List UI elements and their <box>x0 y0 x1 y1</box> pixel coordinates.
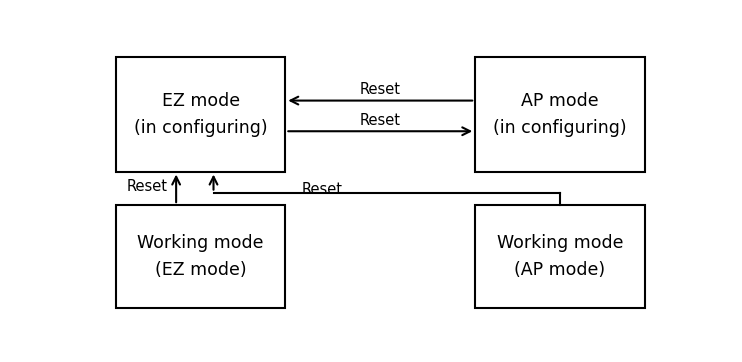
Text: Reset: Reset <box>360 82 401 97</box>
FancyBboxPatch shape <box>116 205 286 308</box>
FancyBboxPatch shape <box>475 205 645 308</box>
Text: Reset: Reset <box>127 180 168 194</box>
FancyBboxPatch shape <box>116 58 286 172</box>
Text: Working mode
(AP mode): Working mode (AP mode) <box>496 235 623 279</box>
Text: EZ mode
(in configuring): EZ mode (in configuring) <box>134 92 267 137</box>
Text: Reset: Reset <box>302 182 343 197</box>
FancyBboxPatch shape <box>475 58 645 172</box>
Text: Working mode
(EZ mode): Working mode (EZ mode) <box>137 235 264 279</box>
Text: Reset: Reset <box>360 113 401 128</box>
Text: AP mode
(in configuring): AP mode (in configuring) <box>493 92 627 137</box>
